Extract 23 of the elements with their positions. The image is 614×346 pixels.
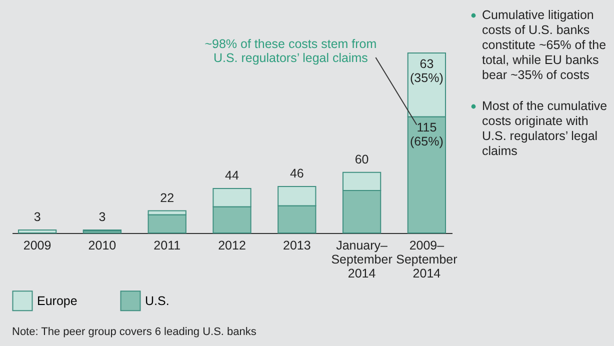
total-label: 60 [354,152,369,166]
total-label: 44 [225,168,239,183]
annotation: ~98% of these costs stem from U.S. regulators’ legal claims [204,36,378,66]
legend-label: Europe [37,294,78,308]
total-label: 3 [98,210,106,224]
x-tick-label: 2010 [88,238,116,252]
legend-label: U.S. [145,294,170,308]
data-label: 63 (35%) [410,57,444,85]
x-tick-label: January– September 2014 [331,238,392,280]
text: Cumulative litigation costs of U.S. banks constitute ~65% of the total, while EU banks bear ~35% of costs [481,8,608,83]
data-label: 115 (65%) [410,120,444,149]
total-label: 3 [34,210,41,224]
x-tick-label: 2009– September 2014 [396,238,458,280]
bar [18,229,57,234]
x-tick-label: 2009 [23,238,52,252]
x-tick-label: 2012 [218,238,246,252]
bar [148,214,186,234]
text: Most of the cumulative costs originate with U.S. regulators’ legal claims [481,99,608,159]
total-label: 22 [160,190,174,205]
x-tick-label: 2013 [282,238,311,252]
text: Note: The peer group covers 6 leading U.S. banks [12,326,256,338]
x-tick-label: 2011 [154,238,181,252]
total-label: 46 [290,166,304,180]
